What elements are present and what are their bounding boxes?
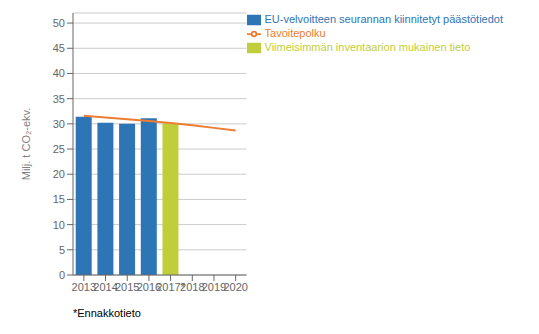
- svg-text:10: 10: [53, 219, 65, 231]
- svg-text:25: 25: [53, 143, 65, 155]
- svg-text:0: 0: [59, 269, 65, 281]
- svg-text:2019: 2019: [201, 280, 227, 293]
- svg-text:35: 35: [53, 93, 65, 105]
- svg-text:2018: 2018: [180, 280, 205, 293]
- svg-text:2020: 2020: [223, 281, 247, 293]
- svg-text:2015: 2015: [115, 280, 140, 293]
- svg-text:2017*: 2017*: [156, 280, 185, 293]
- svg-text:2013: 2013: [71, 280, 97, 293]
- html-text:Tavoitepolku: Tavoitepolku: [264, 27, 326, 40]
- svg-text:Milj. t CO₂-ekv.: Milj. t CO₂-ekv.: [20, 108, 32, 181]
- html-text:EU-velvoitteen seurannan kiinn: EU-velvoitteen seurannan kiinnitetyt pää…: [264, 13, 503, 25]
- svg-text:15: 15: [53, 193, 65, 205]
- html-text:Viimeisimmän inventaarion muka: Viimeisimmän inventaarion mukainen tieto: [264, 41, 471, 54]
- svg-text:20: 20: [53, 168, 65, 180]
- svg-text:45: 45: [53, 42, 65, 54]
- svg-text:30: 30: [53, 118, 65, 130]
- svg-text:2016: 2016: [136, 280, 162, 293]
- svg-text:5: 5: [59, 244, 65, 256]
- svg-text:50: 50: [53, 17, 65, 29]
- svg-text:40: 40: [53, 67, 65, 79]
- svg-text:2014: 2014: [93, 280, 118, 293]
- html-text:*Ennakkotieto: *Ennakkotieto: [73, 307, 141, 319]
